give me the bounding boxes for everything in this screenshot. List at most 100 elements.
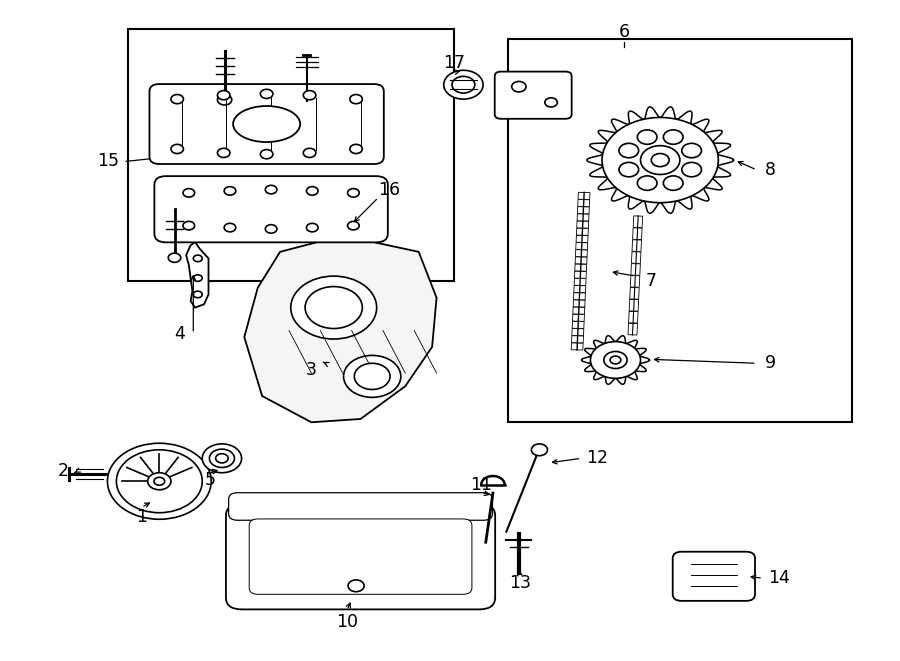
- Polygon shape: [632, 252, 641, 263]
- Polygon shape: [578, 207, 590, 214]
- Circle shape: [210, 449, 234, 467]
- Polygon shape: [574, 278, 586, 286]
- Circle shape: [116, 449, 202, 513]
- Circle shape: [202, 444, 241, 473]
- Circle shape: [452, 76, 475, 93]
- Circle shape: [641, 145, 680, 175]
- Circle shape: [444, 70, 483, 99]
- Circle shape: [154, 477, 165, 485]
- Polygon shape: [573, 293, 585, 300]
- Text: 16: 16: [378, 180, 400, 198]
- Polygon shape: [572, 321, 584, 329]
- Circle shape: [171, 144, 184, 153]
- Polygon shape: [576, 235, 588, 243]
- Circle shape: [303, 91, 316, 100]
- Circle shape: [183, 188, 194, 197]
- Circle shape: [218, 91, 230, 100]
- Circle shape: [266, 185, 277, 194]
- Circle shape: [347, 188, 359, 197]
- Text: 10: 10: [336, 613, 358, 631]
- Circle shape: [610, 356, 621, 364]
- Circle shape: [194, 275, 202, 282]
- Text: 7: 7: [646, 272, 657, 290]
- Text: 15: 15: [97, 153, 120, 171]
- Text: 11: 11: [471, 475, 492, 494]
- Circle shape: [637, 130, 657, 144]
- Circle shape: [107, 444, 212, 520]
- Polygon shape: [578, 192, 590, 200]
- Circle shape: [663, 176, 683, 190]
- FancyBboxPatch shape: [155, 176, 388, 243]
- Circle shape: [663, 130, 683, 144]
- Circle shape: [291, 276, 377, 339]
- Circle shape: [590, 342, 641, 378]
- FancyBboxPatch shape: [229, 492, 492, 520]
- Circle shape: [344, 356, 400, 397]
- Polygon shape: [577, 214, 589, 221]
- Polygon shape: [631, 264, 641, 276]
- Text: 1: 1: [136, 508, 147, 526]
- Circle shape: [637, 176, 657, 190]
- Ellipse shape: [233, 106, 301, 142]
- Bar: [508, 39, 852, 422]
- Polygon shape: [633, 228, 642, 239]
- Polygon shape: [572, 329, 584, 336]
- Circle shape: [350, 95, 363, 104]
- Text: 9: 9: [765, 354, 776, 372]
- Polygon shape: [572, 343, 583, 350]
- Polygon shape: [628, 311, 638, 323]
- Circle shape: [183, 221, 194, 230]
- Circle shape: [260, 89, 273, 98]
- Polygon shape: [186, 242, 209, 307]
- Circle shape: [224, 186, 236, 195]
- Circle shape: [602, 118, 718, 203]
- Circle shape: [652, 153, 669, 167]
- Circle shape: [619, 143, 639, 158]
- Circle shape: [544, 98, 557, 107]
- Polygon shape: [575, 250, 588, 257]
- Circle shape: [224, 223, 236, 232]
- Circle shape: [266, 225, 277, 233]
- Circle shape: [350, 144, 363, 153]
- Text: 12: 12: [587, 449, 608, 467]
- Polygon shape: [577, 221, 589, 228]
- Polygon shape: [630, 288, 639, 299]
- Polygon shape: [632, 240, 642, 251]
- Polygon shape: [578, 200, 590, 207]
- Circle shape: [512, 81, 526, 92]
- Circle shape: [531, 444, 547, 455]
- Circle shape: [260, 149, 273, 159]
- Polygon shape: [574, 286, 586, 293]
- Polygon shape: [572, 307, 585, 314]
- Circle shape: [347, 221, 359, 230]
- Circle shape: [682, 143, 701, 158]
- Circle shape: [194, 292, 202, 297]
- Circle shape: [355, 364, 390, 389]
- Polygon shape: [573, 300, 585, 307]
- Bar: [128, 29, 454, 282]
- Polygon shape: [572, 314, 584, 321]
- Polygon shape: [575, 264, 587, 271]
- Circle shape: [303, 148, 316, 157]
- Circle shape: [306, 186, 318, 195]
- Text: 8: 8: [765, 161, 776, 179]
- Text: 17: 17: [444, 54, 465, 72]
- Circle shape: [218, 148, 230, 157]
- Polygon shape: [575, 257, 587, 264]
- Text: 2: 2: [58, 463, 69, 481]
- Polygon shape: [244, 235, 436, 422]
- Circle shape: [604, 352, 627, 369]
- Circle shape: [619, 163, 639, 177]
- Text: 13: 13: [508, 574, 531, 592]
- Polygon shape: [574, 271, 587, 278]
- Circle shape: [216, 453, 229, 463]
- Text: 4: 4: [175, 325, 185, 343]
- FancyBboxPatch shape: [495, 71, 572, 119]
- FancyBboxPatch shape: [249, 519, 472, 594]
- FancyBboxPatch shape: [149, 84, 383, 164]
- Circle shape: [168, 253, 181, 262]
- Circle shape: [306, 223, 318, 232]
- Circle shape: [305, 287, 363, 329]
- Polygon shape: [576, 243, 588, 250]
- Circle shape: [218, 95, 232, 105]
